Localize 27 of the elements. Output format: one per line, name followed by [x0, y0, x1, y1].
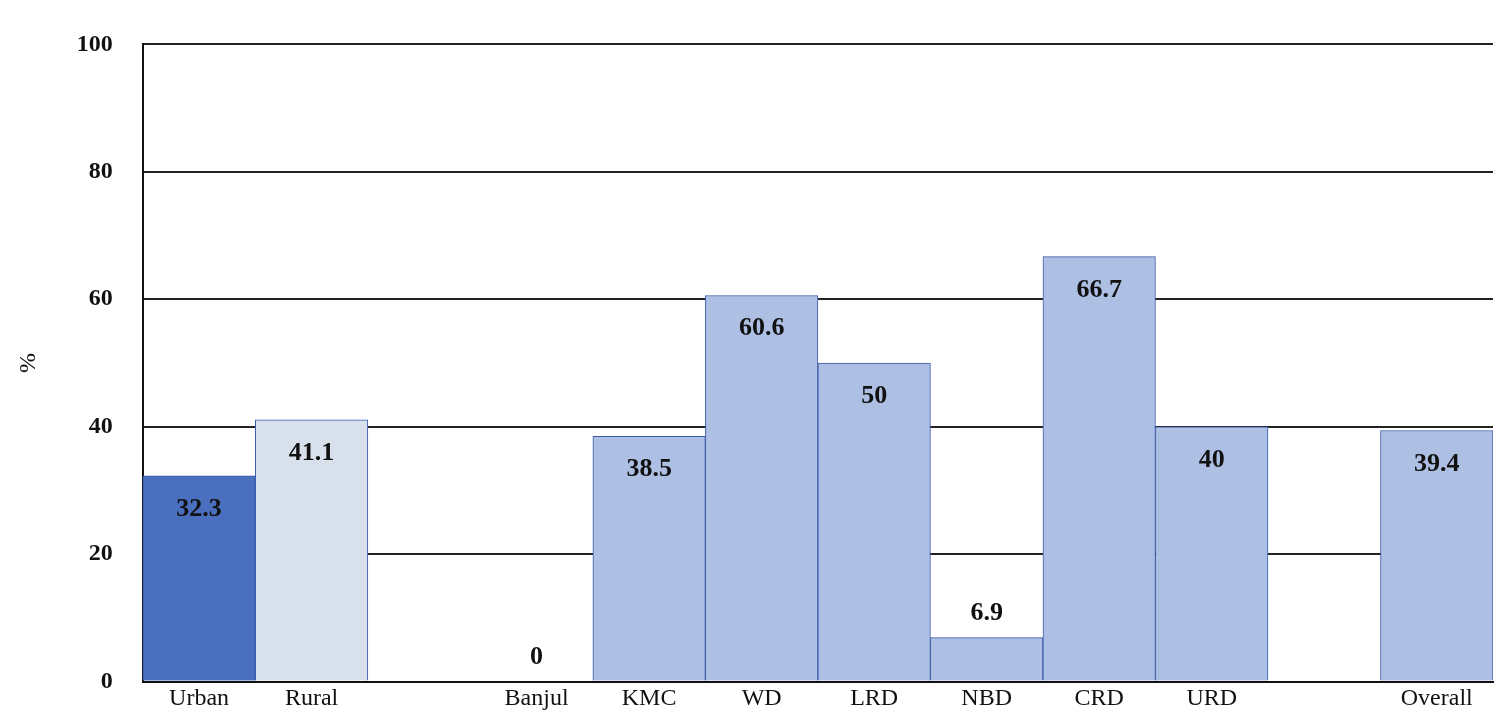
data-label: 50 [861, 380, 888, 409]
y-axis-title: % [13, 353, 40, 373]
y-tick-label: 80 [88, 157, 113, 184]
data-label: 40 [1198, 443, 1225, 473]
data-label: 41.1 [288, 436, 335, 466]
data-label: 60.6 [738, 312, 785, 342]
x-tick-label: Urban [169, 684, 230, 711]
y-tick-label: 20 [88, 539, 113, 566]
x-tick-label: Rural [284, 684, 339, 711]
x-tick-label: NBD [961, 684, 1013, 711]
x-tick-label: LRD [850, 684, 899, 711]
y-tick-label: 100 [76, 29, 113, 56]
y-tick-label: 60 [88, 284, 113, 311]
y-tick-label: 0 [100, 666, 113, 693]
y-tick-label: 40 [88, 411, 113, 438]
x-tick-label: URD [1186, 684, 1238, 711]
data-label: 38.5 [626, 453, 672, 483]
x-tick-label: WD [741, 684, 782, 711]
x-tick-label: Banjul [504, 684, 569, 711]
data-label: 6.9 [970, 596, 1003, 626]
data-label: 32.3 [176, 492, 222, 522]
x-tick-label: CRD [1074, 684, 1124, 711]
data-label: 39.4 [1413, 447, 1460, 477]
data-label: 66.7 [1076, 273, 1122, 303]
data-label: 0 [530, 640, 544, 670]
x-tick-label: KMC [621, 684, 677, 711]
x-tick-label: Overall [1400, 684, 1474, 711]
